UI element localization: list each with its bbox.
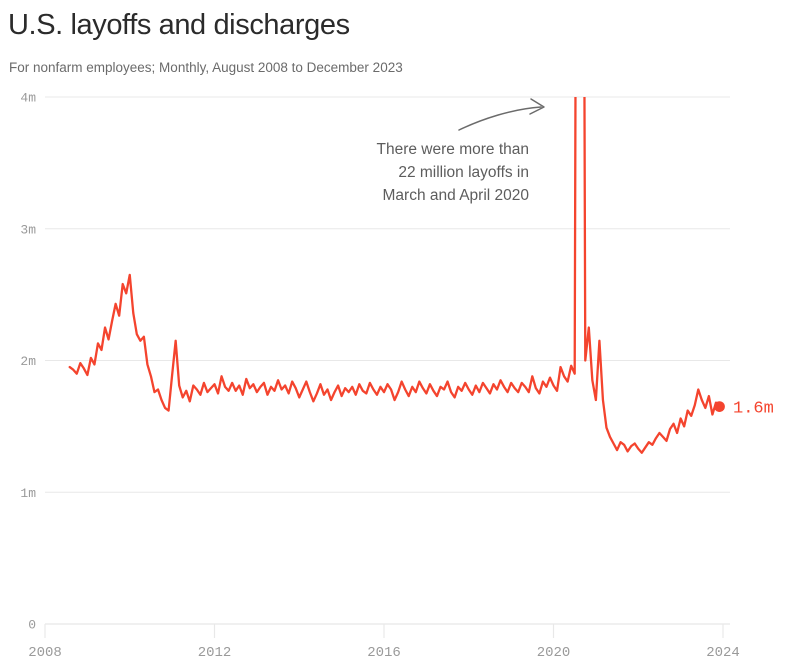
x-axis-ticks-group	[44, 624, 724, 638]
data-line-layoffs	[68, 97, 721, 454]
y-axis-tick-label: 3m	[20, 222, 36, 237]
y-axis-tick-label: 0	[28, 618, 36, 633]
gridlines-group	[45, 96, 730, 625]
x-axis-tick-label: 2012	[198, 645, 232, 661]
page-title: U.S. layoffs and discharges	[8, 9, 350, 41]
annotation-line-1: There were more than	[377, 141, 530, 158]
y-axis-tick-label: 1m	[20, 486, 36, 501]
annotation-line-3: March and April 2020	[383, 187, 530, 204]
annotation-line-2: 22 million layoffs in	[398, 164, 529, 181]
x-axis-tick-label: 2020	[537, 645, 571, 661]
curved-arrow-icon	[458, 106, 542, 131]
x-axis-tick-label: 2008	[28, 645, 62, 661]
x-axis-labels-group: 2008 2012 2016 2020 2024	[28, 645, 740, 661]
x-axis-tick-label: 2024	[706, 645, 740, 661]
chart-subtitle: For nonfarm employees; Monthly, August 2…	[9, 60, 403, 75]
y-axis-tick-label: 4m	[20, 91, 36, 106]
x-axis-tick-label: 2016	[367, 645, 401, 661]
end-point-dot-icon	[714, 401, 725, 413]
y-axis-labels-group: 0 1m 2m 3m 4m	[20, 91, 36, 633]
end-value-label: 1.6m	[733, 400, 774, 419]
curved-arrow-head-icon	[529, 98, 545, 115]
y-axis-tick-label: 2m	[20, 354, 36, 369]
